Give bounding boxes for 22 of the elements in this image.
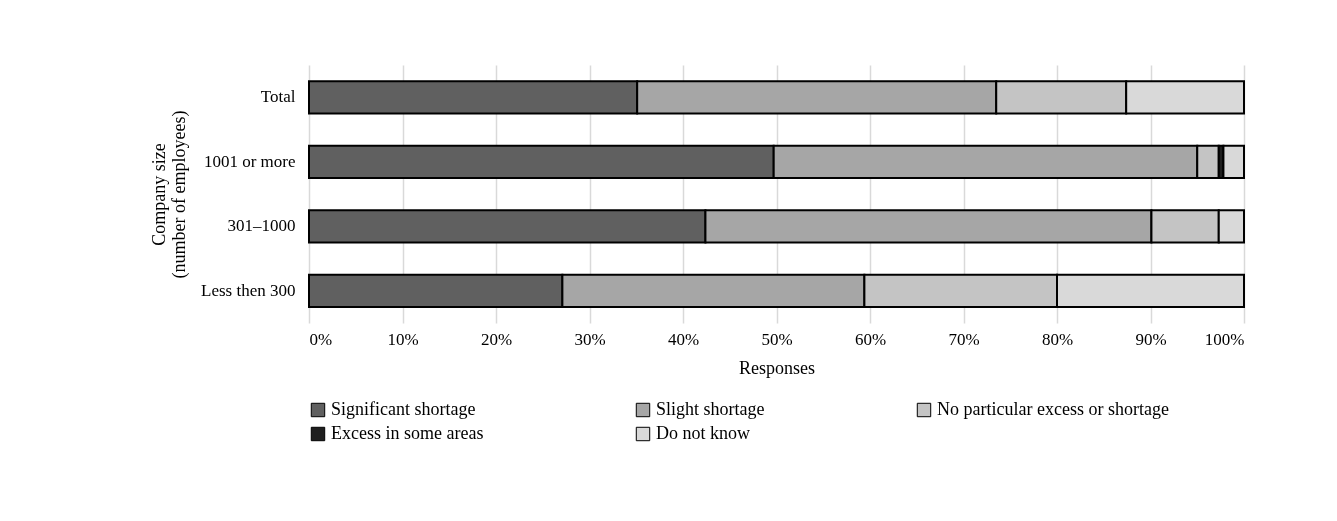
x-tick-label: 50%: [761, 329, 793, 349]
x-tick-label: 60%: [854, 329, 887, 349]
legend-label: Significant shortage: [331, 399, 476, 419]
x-tick-label: 100%: [1204, 329, 1245, 349]
legend-label: No particular excess or shortage: [937, 399, 1169, 419]
y-tick-label: 1001 or more: [203, 151, 296, 171]
x-tick-label: 80%: [1041, 329, 1074, 349]
x-tick-label: 30%: [574, 329, 606, 349]
x-tick-label: 0%: [309, 329, 333, 349]
legend-label: Do not know: [656, 423, 750, 443]
x-tick-label: 70%: [948, 329, 980, 349]
y-tick-label: Total: [260, 87, 296, 107]
y-tick-label: Less then 300: [201, 280, 296, 300]
legend-label: Slight shortage: [656, 399, 765, 419]
x-tick-label: 40%: [667, 329, 700, 349]
x-axis-title: Responses: [739, 357, 815, 378]
x-tick-label: 10%: [387, 329, 419, 349]
x-tick-label: 90%: [1135, 329, 1167, 349]
legend-label: Excess in some areas: [331, 423, 484, 443]
x-tick-label: 20%: [480, 329, 513, 349]
y-axis-title: Company size (number of employees): [149, 110, 191, 279]
y-tick-label: 301–1000: [227, 216, 296, 236]
